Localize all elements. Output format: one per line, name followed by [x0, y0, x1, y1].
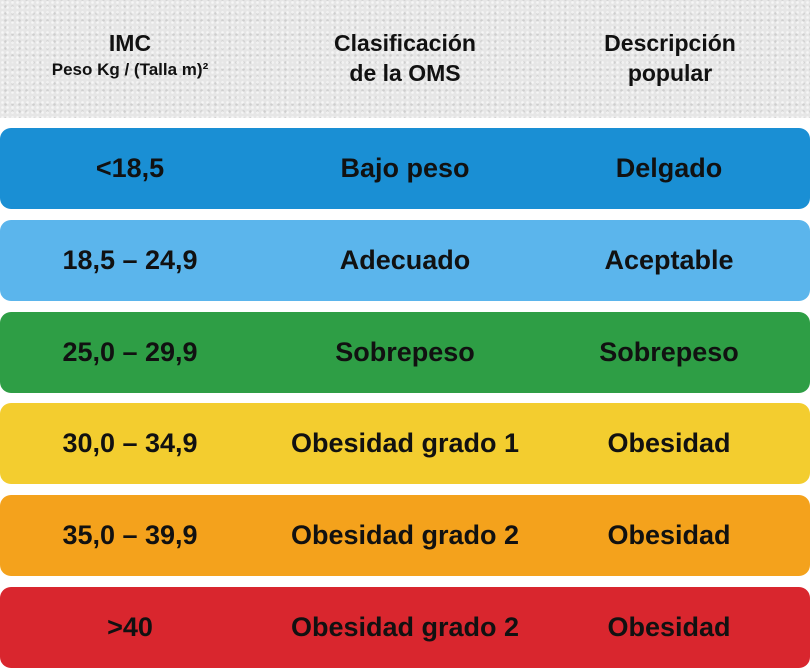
popular-description-cell: Obesidad — [607, 520, 731, 550]
table-row: 18,5 – 24,9 Adecuado Aceptable — [0, 220, 810, 301]
header-imc-title: IMC — [108, 30, 152, 56]
oms-classification-cell: Obesidad grado 2 — [290, 612, 520, 642]
imc-range-cell: >40 — [107, 612, 153, 642]
header-imc-subtitle: Peso Kg / (Talla m)² — [51, 60, 209, 79]
imc-range-cell: <18,5 — [95, 153, 165, 183]
oms-classification-cell: Sobrepeso — [335, 337, 475, 367]
oms-classification-cell: Adecuado — [339, 245, 471, 275]
popular-description-cell: Delgado — [615, 153, 723, 183]
header-oms-line1: Clasificación — [334, 30, 476, 56]
oms-classification-cell: Bajo peso — [340, 153, 470, 183]
table-row: 25,0 – 29,9 Sobrepeso Sobrepeso — [0, 312, 810, 393]
header-oms-line2: de la OMS — [349, 60, 461, 86]
table-row: 35,0 – 39,9 Obesidad grado 2 Obesidad — [0, 495, 810, 576]
header-oms: Clasificación de la OMS — [280, 28, 530, 88]
header-desc-line1: Descripción — [604, 30, 736, 56]
table-row: 30,0 – 34,9 Obesidad grado 1 Obesidad — [0, 403, 810, 484]
table-row: >40 Obesidad grado 2 Obesidad — [0, 587, 810, 668]
popular-description-cell: Aceptable — [604, 245, 734, 275]
table-row: <18,5 Bajo peso Delgado — [0, 128, 810, 209]
imc-range-cell: 35,0 – 39,9 — [62, 520, 198, 550]
popular-description-cell: Obesidad — [607, 428, 731, 458]
imc-range-cell: 18,5 – 24,9 — [62, 245, 198, 275]
imc-range-cell: 25,0 – 29,9 — [62, 337, 198, 367]
oms-classification-cell: Obesidad grado 2 — [290, 520, 520, 550]
table-header: IMC Peso Kg / (Talla m)² Clasificación d… — [0, 0, 810, 118]
popular-description-cell: Obesidad — [607, 612, 731, 642]
header-imc: IMC Peso Kg / (Talla m)² — [10, 28, 250, 82]
popular-description-cell: Sobrepeso — [599, 337, 739, 367]
header-desc-line2: popular — [627, 60, 713, 86]
oms-classification-cell: Obesidad grado 1 — [290, 428, 520, 458]
imc-range-cell: 30,0 – 34,9 — [62, 428, 198, 458]
header-description: Descripción popular — [555, 28, 785, 88]
